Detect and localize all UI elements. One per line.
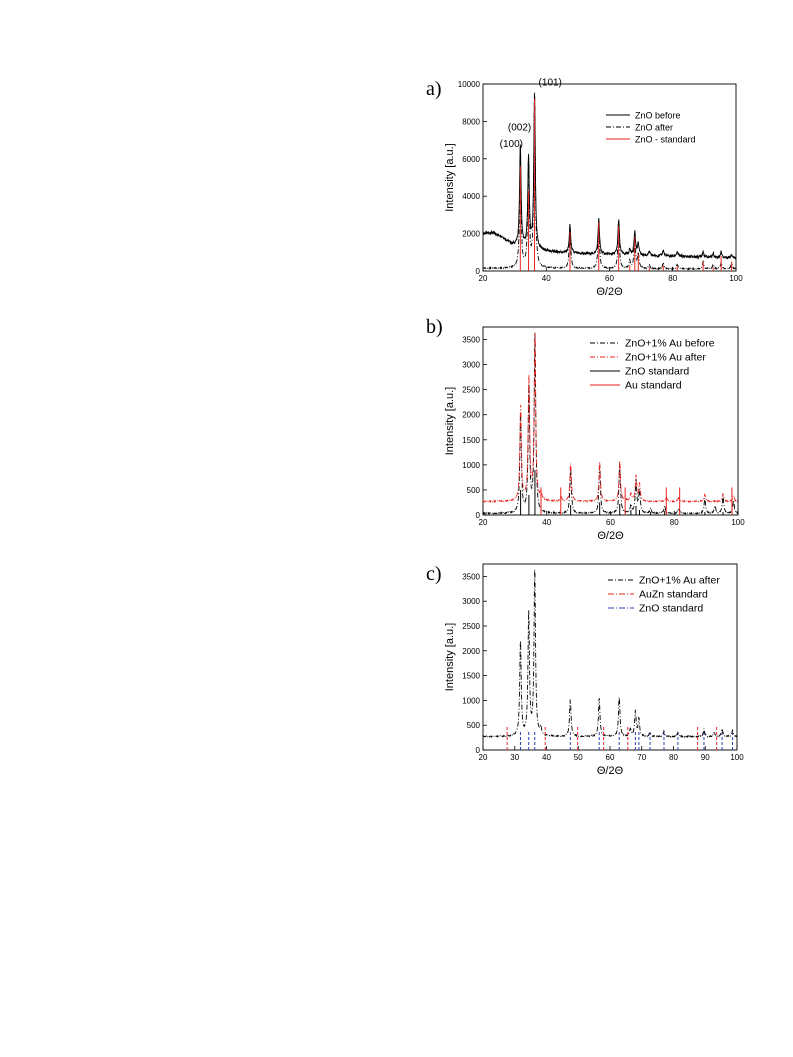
legend-entry: ZnO+1% Au after [625,352,706,364]
y-tick-label: 2500 [462,622,480,631]
x-tick-label: 60 [606,518,615,527]
x-tick-label: 30 [510,753,519,762]
plot-area [483,91,736,271]
peak-annotation: (100) [500,139,523,150]
series-3-1 [483,569,737,739]
y-tick-label: 2000 [462,647,480,656]
plot-area [483,569,737,750]
series-1-3 [519,98,733,271]
peak-annotation: (101) [539,77,562,88]
x-tick-label: 70 [637,753,646,762]
y-tick-label: 3000 [462,597,480,606]
x-axis-label: Θ/2Θ [597,765,624,777]
x-tick-label: 100 [731,518,745,527]
legend-entry: ZnO - standard [635,135,696,145]
x-tick-label: 90 [701,753,710,762]
legend-entry: ZnO+1% Au after [639,575,720,587]
y-tick-label: 2000 [462,230,480,239]
legend-entry: AuZn standard [639,589,708,601]
x-tick-label: 80 [668,274,677,283]
series-1-1 [483,95,736,260]
x-tick-label: 40 [542,753,551,762]
y-tick-label: 500 [467,486,481,495]
legend-entry: ZnO+1% Au before [625,338,715,350]
x-tick-label: 20 [479,274,488,283]
y-tick-label: 0 [476,267,481,276]
y-tick-label: 1000 [462,461,480,470]
x-tick-label: 40 [542,518,551,527]
legend-entry: ZnO standard [625,366,689,378]
x-tick-label: 40 [542,274,551,283]
legend-entry: Au standard [625,380,682,392]
legend: ZnO+1% Au after AuZn standard ZnO standard [608,575,720,615]
y-tick-label: 0 [476,746,481,755]
y-tick-label: 500 [467,721,481,730]
chart-panel-1: a) 20 40 60 80 100 0 2000 4000 6000 8000 10000 Θ/2Θ I… [426,77,743,298]
y-tick-label: 4000 [462,192,480,201]
y-tick-label: 1000 [462,696,480,705]
legend: ZnO+1% Au before ZnO+1% Au after ZnO stand… [590,338,715,392]
x-tick-label: 20 [479,518,488,527]
y-tick-label: 3000 [462,361,480,370]
x-tick-label: 60 [606,753,615,762]
y-tick-label: 1500 [462,436,480,445]
x-tick-label: 100 [730,753,744,762]
panel-label: a) [426,78,442,100]
legend-entry: ZnO before [635,111,681,121]
plot-area [483,332,738,515]
series-2-4 [540,487,733,515]
legend-entry: ZnO after [635,123,673,133]
y-tick-label: 3500 [462,572,480,581]
x-axis-label: Θ/2Θ [596,286,623,298]
chart-panel-3: c)20 30 40 50 60 70 80 90 1000500100015002000250… [426,563,744,777]
y-axis-label: Intensity [a.u.] [444,623,456,691]
y-axis-label: Intensity [a.u.] [444,143,456,211]
x-tick-label: 100 [729,274,743,283]
peak-annotation: (002) [508,122,531,133]
x-tick-label: 50 [574,753,583,762]
panel-label: b) [426,316,443,338]
x-axis-label: Θ/2Θ [597,530,624,542]
panel-label: c) [426,563,442,585]
x-tick-label: 80 [669,753,678,762]
series-2-1 [483,332,738,515]
y-tick-label: 0 [476,511,481,520]
y-tick-label: 2500 [462,386,480,395]
y-axis-label: Intensity [a.u.] [444,387,456,455]
x-tick-label: 60 [605,274,614,283]
y-tick-label: 10000 [458,80,481,89]
legend: ZnO before ZnO after ZnO - standard [606,111,696,145]
x-tick-label: 20 [479,753,488,762]
series-2-3 [520,469,724,515]
legend-entry: ZnO standard [639,603,703,615]
y-tick-label: 3500 [462,336,480,345]
x-tick-label: 80 [670,518,679,527]
series-1-2 [483,91,736,271]
y-tick-label: 6000 [462,155,480,164]
series-2-2 [483,332,738,504]
y-tick-label: 2000 [462,411,480,420]
series-3-3 [519,730,734,750]
y-tick-label: 8000 [462,117,480,126]
chart-panel-2: b)20 40 60 80 100050010001500200025003000350… [426,316,745,542]
y-tick-label: 1500 [462,672,480,681]
series-3-2 [506,725,718,750]
